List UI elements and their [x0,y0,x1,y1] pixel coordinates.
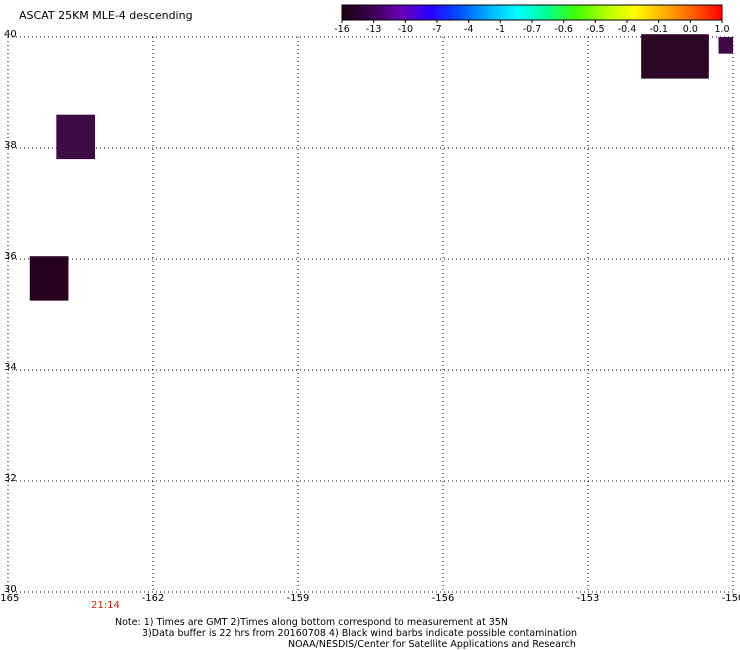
colorbar-tick-label: 1.0 [714,24,729,35]
latitude-tick-label: 32 [4,473,17,484]
colorbar-tick-label: -0.4 [618,24,637,35]
colorbar-tick-label: -0.5 [586,24,605,35]
longitude-tick-label: -159 [287,593,310,604]
orbit-time-label: 21:14 [91,600,120,611]
colorbar-gradient [341,4,723,21]
colorbar-tick-label: 0.0 [683,24,698,35]
colorbar-tick-label: -1 [496,24,505,35]
colorbar: -16 -13 -10 -7 -4 -1 -0.7 -0.6 -0.5 -0.4 -0.1 0.0 1.… [334,4,730,35]
latitude-tick-label: 40 [4,29,17,40]
longitude-tick-label: -153 [577,593,600,604]
note-line-1: Note: 1) Times are GMT 2)Times along bot… [115,617,508,628]
longitude-tick-label: -162 [142,593,165,604]
colorbar-tick-label: -4 [464,24,473,35]
colorbar-tick-label: -0.1 [649,24,668,35]
data-cell [641,34,709,79]
latitude-tick-label: 38 [4,140,17,151]
latitude-tick-label: 36 [4,251,17,262]
lat-lon-grid [7,36,734,593]
colorbar-tick-label: -13 [366,24,382,35]
colorbar-tick-label: -16 [334,24,350,35]
colorbar-tick-label: -0.7 [523,24,542,35]
colorbar-tick-label: -10 [398,24,414,35]
longitude-tick-label: -156 [432,593,455,604]
data-cell [56,114,95,160]
longitude-tick-label: -150 [722,593,740,604]
map-title: ASCAT 25KM MLE-4 descending [19,9,193,22]
data-cell [29,256,69,301]
latitude-tick-label: 30 [4,584,17,595]
latitude-tick-label: 34 [4,362,17,373]
data-cell [718,37,733,54]
axis-tick-labels: -165 -162 -159 -156 -153 -150 40 38 36 34 32 30 [0,29,740,604]
data-cells [29,34,733,301]
colorbar-tick-label: -7 [432,24,441,35]
colorbar-tick-label: -0.6 [554,24,573,35]
credit-line: NOAA/NESDIS/Center for Satellite Applica… [288,639,576,650]
note-line-2: 3)Data buffer is 22 hrs from 20160708 4)… [142,628,578,639]
longitude-tick-label: -165 [0,593,19,604]
